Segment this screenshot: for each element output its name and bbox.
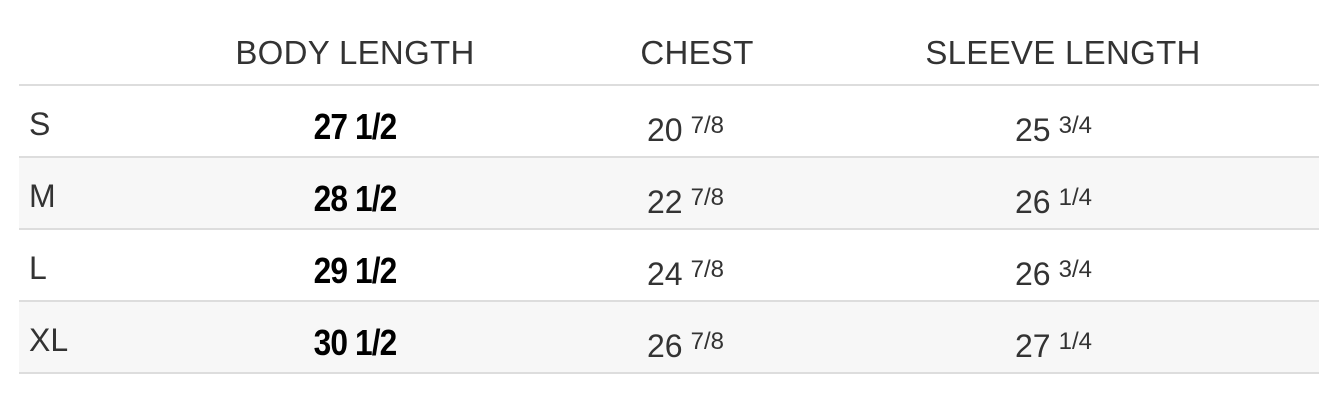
body-length-value: 28 1/2 (313, 178, 398, 219)
size-label: M (29, 178, 56, 214)
sleeve-length-value: 25 3/4 (1015, 112, 1092, 149)
chest-value: 26 7/8 (647, 328, 724, 365)
sleeve-fraction: 3/4 (1058, 256, 1092, 283)
chest-whole: 26 (647, 328, 683, 364)
sleeve-length-value: 27 1/4 (1015, 328, 1092, 365)
header-chest: CHEST (640, 34, 754, 71)
size-chart-table: BODY LENGTH CHEST SLEEVE LENGTH S 27 1/2… (19, 20, 1319, 374)
sleeve-whole: 27 (1015, 328, 1051, 364)
table-row: XL 30 1/2 26 7/8 27 1/4 (19, 302, 1319, 374)
sleeve-fraction: 1/4 (1058, 184, 1092, 211)
body-length-value: 30 1/2 (313, 322, 398, 363)
chest-fraction: 7/8 (690, 328, 724, 355)
sleeve-whole: 26 (1015, 184, 1051, 220)
chest-whole: 22 (647, 184, 683, 220)
body-length-value: 29 1/2 (313, 250, 398, 291)
size-label: L (29, 250, 47, 286)
sleeve-length-value: 26 3/4 (1015, 256, 1092, 293)
sleeve-whole: 25 (1015, 112, 1051, 148)
table-row: M 28 1/2 22 7/8 26 1/4 (19, 158, 1319, 230)
chest-fraction: 7/8 (690, 112, 724, 139)
chest-value: 24 7/8 (647, 256, 724, 293)
header-body-length: BODY LENGTH (235, 34, 475, 71)
sleeve-whole: 26 (1015, 256, 1051, 292)
chest-value: 20 7/8 (647, 112, 724, 149)
chest-whole: 24 (647, 256, 683, 292)
chest-value: 22 7/8 (647, 184, 724, 221)
chest-whole: 20 (647, 112, 683, 148)
size-label: XL (29, 322, 69, 358)
body-length-value: 27 1/2 (313, 106, 398, 147)
table-row: L 29 1/2 24 7/8 26 3/4 (19, 230, 1319, 302)
sleeve-length-value: 26 1/4 (1015, 184, 1092, 221)
table-row: S 27 1/2 20 7/8 25 3/4 (19, 86, 1319, 158)
table-header: BODY LENGTH CHEST SLEEVE LENGTH (19, 20, 1319, 86)
chest-fraction: 7/8 (690, 256, 724, 283)
header-sleeve-length: SLEEVE LENGTH (925, 34, 1201, 71)
sleeve-fraction: 1/4 (1058, 328, 1092, 355)
sleeve-fraction: 3/4 (1058, 112, 1092, 139)
size-label: S (29, 106, 51, 142)
chest-fraction: 7/8 (690, 184, 724, 211)
